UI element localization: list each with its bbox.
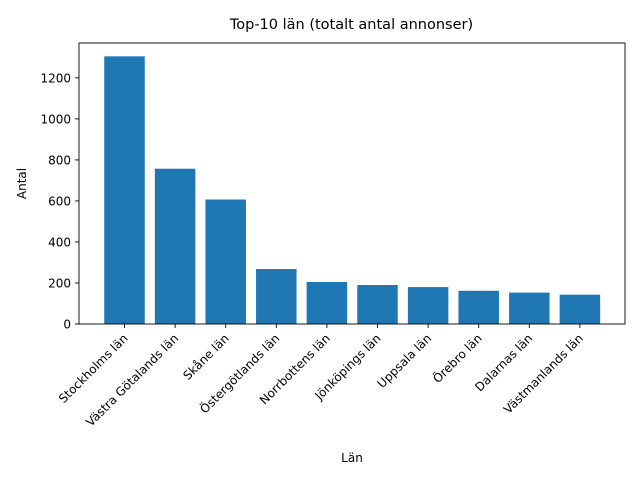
y-tick-label: 600	[48, 194, 71, 208]
y-tick-label: 0	[63, 318, 71, 332]
y-tick-label: 1200	[40, 71, 71, 85]
y-tick-label: 400	[48, 235, 71, 249]
bar	[256, 269, 297, 324]
y-axis-label: Antal	[15, 168, 29, 199]
y-axis: 0 200 400 600 800 1000 1200	[40, 71, 79, 332]
bar	[509, 292, 550, 324]
x-axis-label: Län	[341, 451, 363, 465]
bar	[205, 199, 246, 324]
bar	[559, 294, 601, 324]
bar	[306, 281, 348, 324]
bar	[407, 287, 449, 324]
bar	[357, 285, 398, 324]
y-tick-label: 800	[48, 153, 71, 167]
bar	[458, 290, 499, 324]
y-tick-label: 200	[48, 276, 71, 290]
plot-frame	[78, 42, 626, 325]
chart-title: Top-10 län (totalt antal annonser)	[229, 17, 473, 33]
bar	[104, 56, 145, 324]
y-tick-label: 1000	[40, 112, 71, 126]
bars-group	[104, 56, 601, 324]
bar	[154, 168, 196, 324]
